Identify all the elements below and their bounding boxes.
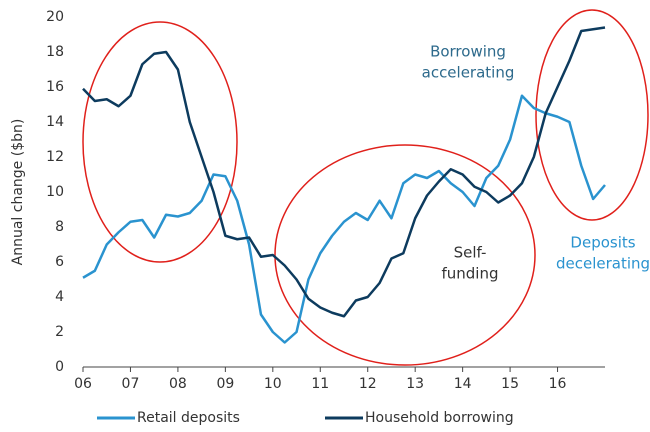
series-line xyxy=(82,26,606,318)
y-tick-label: 18 xyxy=(46,44,64,60)
annotation: Borrowing xyxy=(430,43,506,61)
highlight-ellipse xyxy=(535,9,649,221)
x-tick-label: 13 xyxy=(406,376,424,392)
y-axis-label: Annual change ($bn) xyxy=(10,119,26,266)
x-tick-label: 16 xyxy=(549,376,567,392)
annotation: funding xyxy=(441,265,498,283)
y-tick-label: 14 xyxy=(46,114,64,130)
annotation: Deposits xyxy=(570,234,635,252)
x-tick-label: 10 xyxy=(264,376,282,392)
x-tick-label: 14 xyxy=(454,376,472,392)
y-tick-label: 2 xyxy=(55,324,64,340)
y-tick-label: 8 xyxy=(55,219,64,235)
highlight-ellipse xyxy=(274,144,536,366)
x-tick-label: 09 xyxy=(216,376,234,392)
x-tick-label: 07 xyxy=(122,376,140,392)
x-tick-label: 06 xyxy=(74,376,92,392)
annotation: Self- xyxy=(454,244,487,262)
x-tick-label: 15 xyxy=(501,376,519,392)
y-tick-label: 12 xyxy=(46,149,64,165)
y-tick-label: 0 xyxy=(55,359,64,375)
y-tick-label: 4 xyxy=(55,289,64,305)
y-tick-label: 16 xyxy=(46,79,64,95)
x-tick-label: 11 xyxy=(311,376,329,392)
y-tick-label: 10 xyxy=(46,184,64,200)
highlight-ellipse xyxy=(82,21,238,263)
annotation: decelerating xyxy=(556,255,650,273)
x-tick-label: 08 xyxy=(169,376,187,392)
annotation: accelerating xyxy=(422,64,515,82)
legend-label: Retail deposits xyxy=(137,410,240,426)
y-tick-label: 20 xyxy=(46,9,64,25)
x-tick-label: 12 xyxy=(359,376,377,392)
series-line xyxy=(82,94,606,344)
legend-label: Household borrowing xyxy=(365,410,514,426)
y-tick-label: 6 xyxy=(55,254,64,270)
